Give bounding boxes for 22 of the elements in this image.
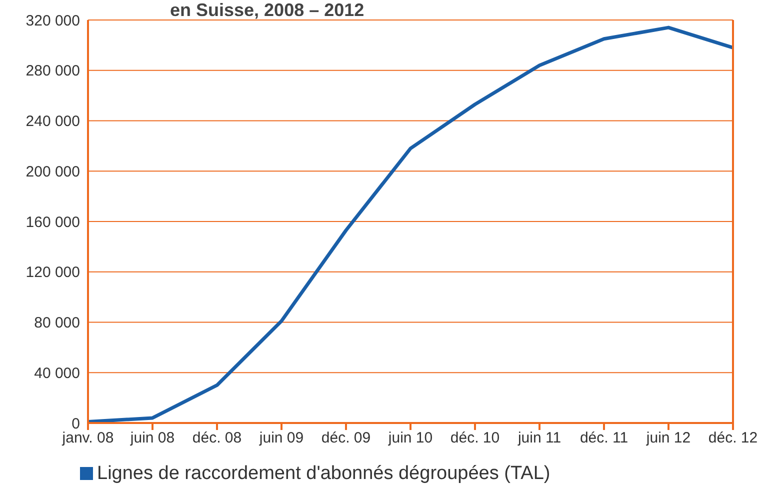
legend-label: Lignes de raccordement d'abonnés dégroupées (TAL) (97, 463, 550, 484)
x-tick-label: juin 12 (645, 430, 691, 447)
x-tick-label: janv. 08 (61, 430, 114, 447)
chart-title: en Suisse, 2008 – 2012 (170, 0, 364, 20)
x-tick-label: déc. 09 (321, 430, 371, 447)
x-tick-label: déc. 11 (580, 430, 628, 447)
x-tick-label: déc. 08 (192, 430, 242, 447)
x-tick-label: juin 09 (258, 430, 304, 447)
x-tick-label: juin 11 (516, 430, 562, 447)
x-tick-label: déc. 12 (708, 430, 758, 447)
y-tick-label: 40 000 (34, 364, 80, 382)
y-tick-label: 160 000 (26, 214, 80, 231)
y-tick-label: 320 000 (26, 12, 80, 30)
y-tick-label: 0 (72, 415, 80, 432)
x-tick-label: juin 10 (387, 430, 433, 447)
x-tick-label: juin 08 (129, 430, 175, 447)
x-tick-label: déc. 10 (450, 430, 500, 447)
y-tick-label: 280 000 (26, 62, 80, 80)
y-tick-label: 80 000 (34, 314, 80, 332)
y-tick-label: 120 000 (26, 264, 80, 282)
y-tick-label: 240 000 (26, 113, 80, 130)
y-tick-label: 200 000 (26, 163, 80, 180)
